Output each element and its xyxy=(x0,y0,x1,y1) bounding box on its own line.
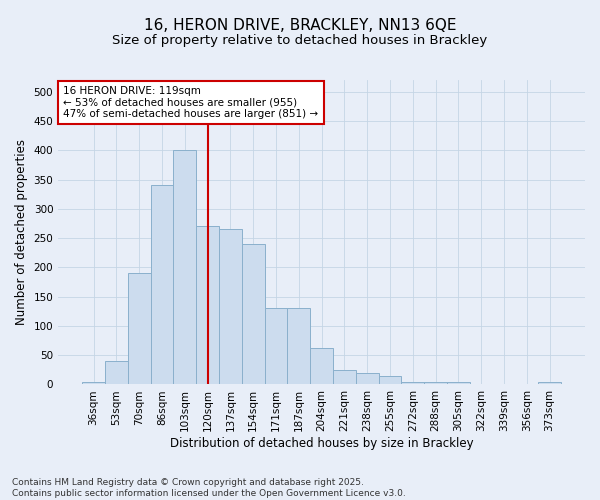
Bar xyxy=(401,382,424,384)
Text: 16, HERON DRIVE, BRACKLEY, NN13 6QE: 16, HERON DRIVE, BRACKLEY, NN13 6QE xyxy=(144,18,456,32)
Bar xyxy=(105,361,128,384)
Bar xyxy=(379,376,401,384)
Bar xyxy=(333,370,356,384)
Bar xyxy=(128,273,151,384)
Bar xyxy=(356,372,379,384)
Bar xyxy=(151,186,173,384)
Bar xyxy=(219,230,242,384)
Text: Size of property relative to detached houses in Brackley: Size of property relative to detached ho… xyxy=(112,34,488,47)
Bar xyxy=(287,308,310,384)
Text: Contains HM Land Registry data © Crown copyright and database right 2025.
Contai: Contains HM Land Registry data © Crown c… xyxy=(12,478,406,498)
Bar xyxy=(265,308,287,384)
Bar xyxy=(447,382,470,384)
Bar xyxy=(173,150,196,384)
Text: 16 HERON DRIVE: 119sqm
← 53% of detached houses are smaller (955)
47% of semi-de: 16 HERON DRIVE: 119sqm ← 53% of detached… xyxy=(64,86,319,120)
Bar xyxy=(538,382,561,384)
X-axis label: Distribution of detached houses by size in Brackley: Distribution of detached houses by size … xyxy=(170,437,473,450)
Bar xyxy=(196,226,219,384)
Y-axis label: Number of detached properties: Number of detached properties xyxy=(15,139,28,325)
Bar xyxy=(82,382,105,384)
Bar xyxy=(424,382,447,384)
Bar xyxy=(242,244,265,384)
Bar xyxy=(310,348,333,385)
